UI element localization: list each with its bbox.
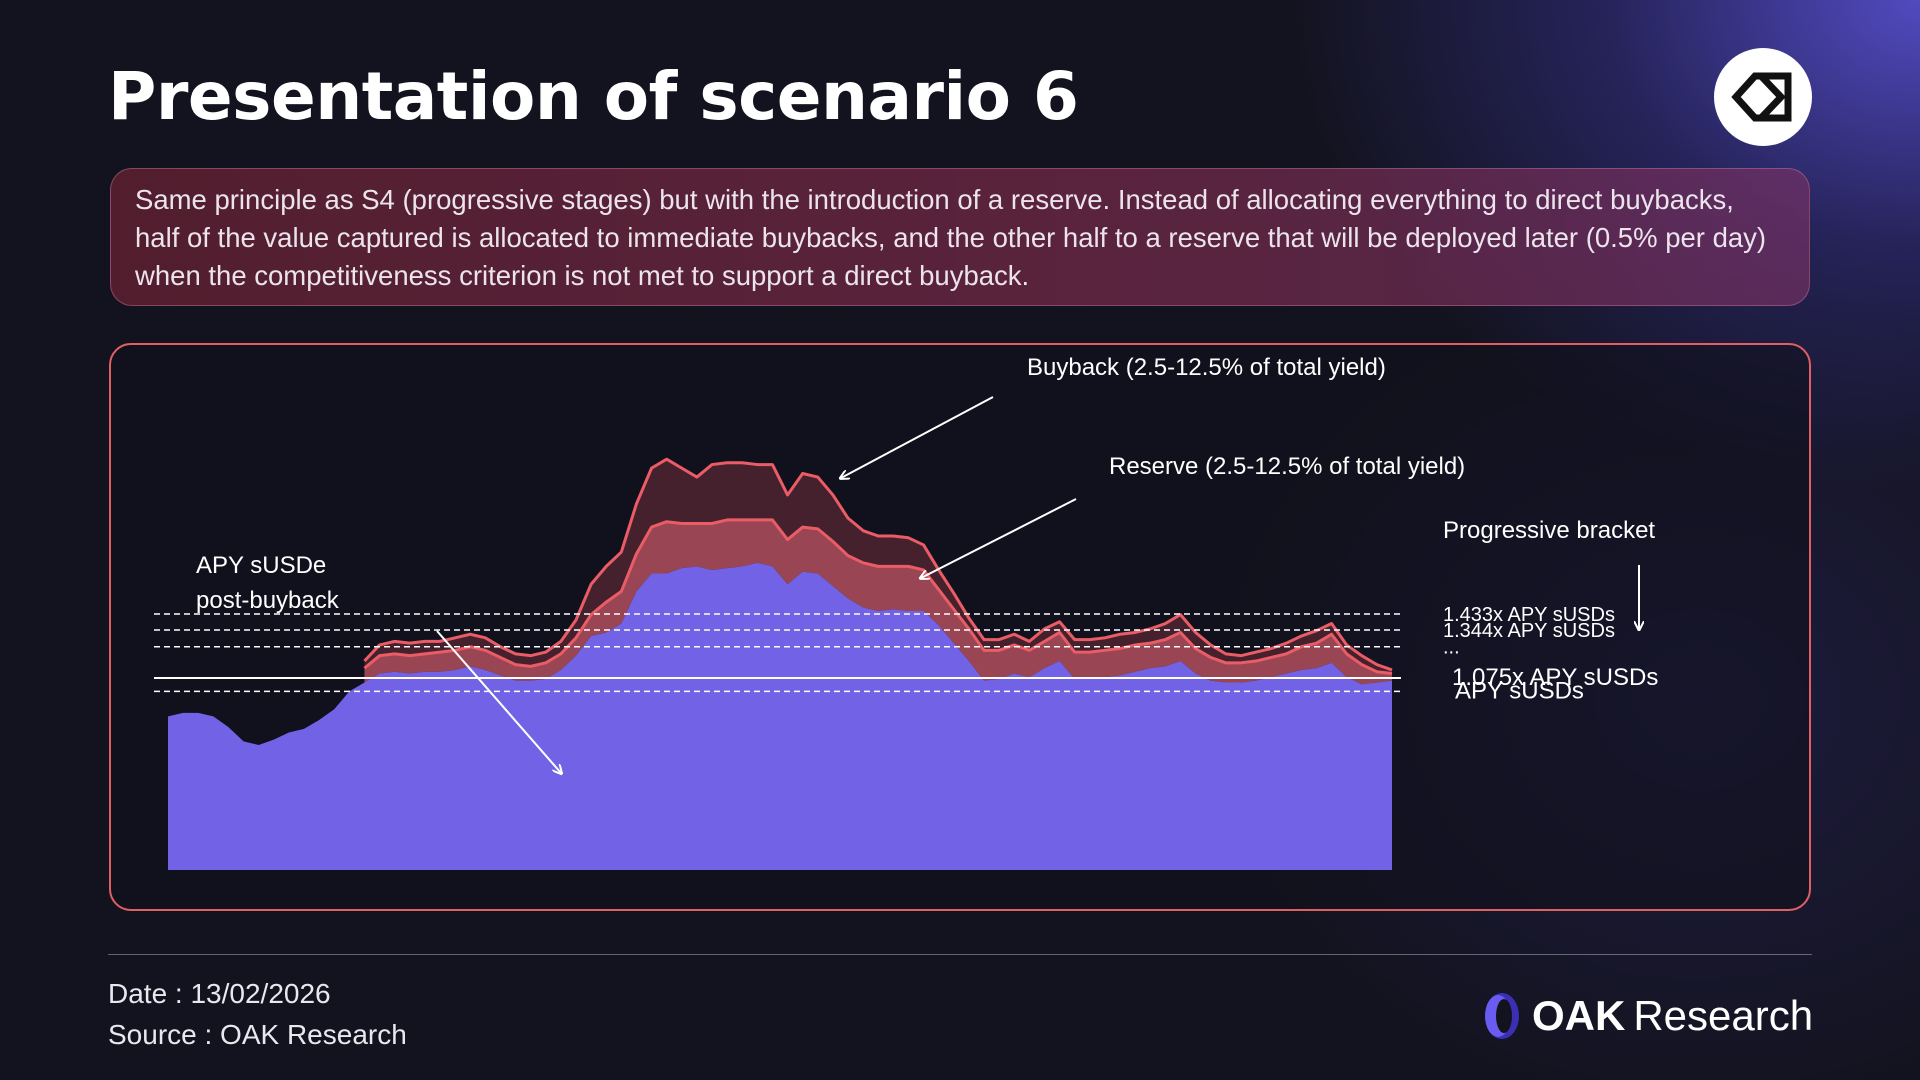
buyback-line (363, 457, 1393, 672)
annotation-buyback: Buyback (2.5-12.5% of total yield) (1027, 354, 1386, 381)
ethena-logo-icon (1731, 72, 1792, 122)
ref-label: ... (1443, 637, 1460, 659)
ref-label: APY sUSDs (1455, 677, 1584, 704)
brand-oak: OAK (1532, 992, 1626, 1039)
oak-research-logo: OAK Research (1478, 988, 1813, 1044)
annotation-apy-line1: APY sUSDe (196, 552, 326, 579)
annotation-apy-line2: post-buyback (196, 587, 340, 614)
arrow-buyback (841, 396, 994, 478)
reserve-line (363, 518, 1393, 676)
ref-label: 1.433x APY sUSDs (1443, 604, 1615, 626)
date-text: Date : 13/02/2026 (108, 978, 331, 1009)
scenario-description: Same principle as S4 (progressive stages… (110, 168, 1810, 306)
oak-logo-icon (1485, 993, 1519, 1039)
reserve-band (364, 519, 1392, 685)
description-text: Same principle as S4 (progressive stages… (135, 184, 1767, 291)
footer-divider (108, 954, 1812, 955)
annotation-progressive-bracket: Progressive bracket (1443, 517, 1655, 544)
page-title: Presentation of scenario 6 (108, 58, 1079, 135)
arrow-reserve (921, 498, 1077, 578)
source-text: Source : OAK Research (108, 1019, 407, 1050)
annotation-reserve: Reserve (2.5-12.5% of total yield) (1109, 453, 1465, 480)
apy-area (168, 562, 1392, 870)
brand-research: Research (1633, 992, 1814, 1039)
chart-container: 1.433x APY sUSDs 1.344x APY sUSDs... 1.075… (109, 343, 1811, 911)
ethena-logo (1714, 48, 1812, 146)
arrow-apy (436, 630, 561, 773)
ref-label: 1.344x APY sUSDs (1443, 620, 1615, 642)
ref-label: 1.075x APY sUSDs (1452, 664, 1658, 691)
